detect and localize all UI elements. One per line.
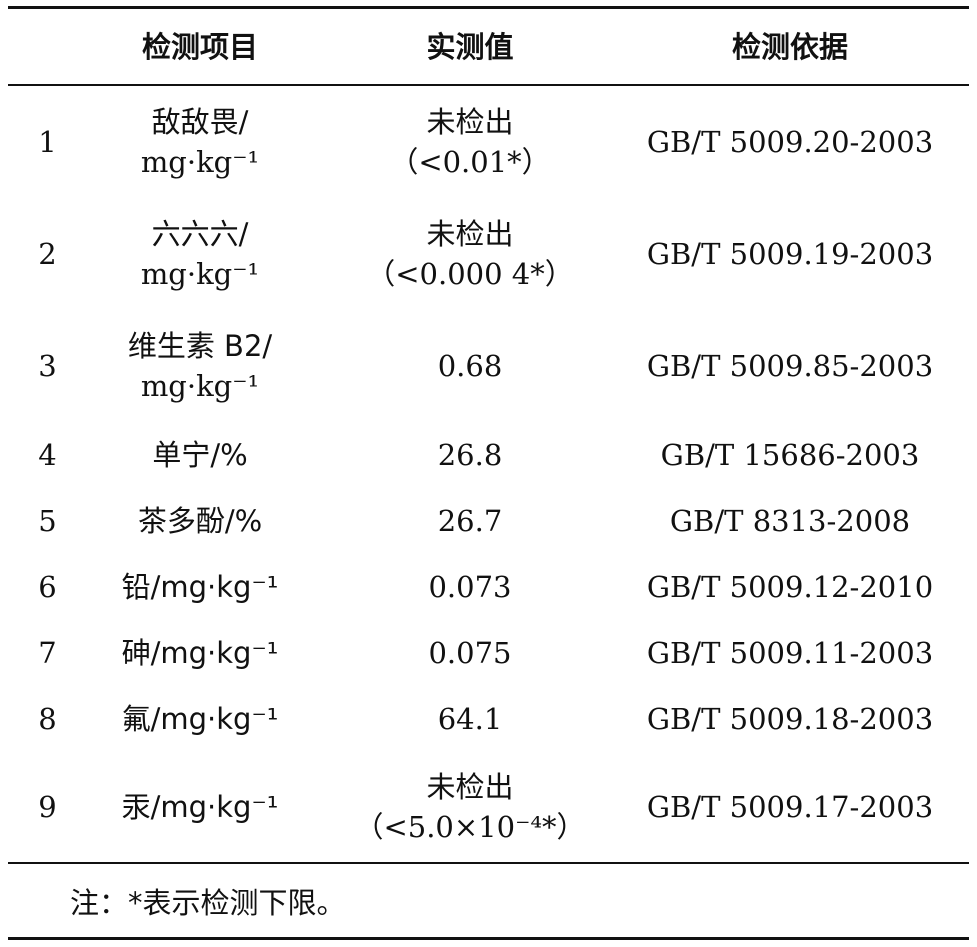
basis-cell: GB/T 5009.11-2003: [610, 620, 970, 686]
row-number: 7: [20, 620, 75, 686]
cell-line: 0.68: [437, 349, 503, 383]
cell-line: 1: [38, 125, 57, 159]
cell-line: 8: [38, 702, 57, 736]
cell-line: 4: [38, 438, 57, 472]
row-number: 8: [20, 686, 75, 752]
cell-line: 3: [38, 349, 57, 383]
cell-line: 2: [38, 237, 57, 271]
row-number: 5: [20, 488, 75, 554]
value-cell: 64.1: [340, 686, 600, 752]
value-cell: 未检出 （<0.000 4*）: [340, 198, 600, 310]
cell-line: 实测值: [426, 29, 514, 64]
cell-line: 未检出: [426, 770, 514, 804]
cell-line: mg·kg⁻¹: [140, 257, 260, 291]
item-cell: 敌敌畏/mg·kg⁻¹: [80, 86, 320, 198]
cell-line: 未检出: [426, 217, 514, 251]
cell-line: 5: [38, 504, 57, 538]
cell-line: 26.7: [437, 504, 503, 538]
cell-line: 检测项目: [141, 29, 258, 64]
top-rule: [8, 6, 969, 9]
row-number: 4: [20, 422, 75, 488]
basis-cell: GB/T 5009.18-2003: [610, 686, 970, 752]
cell-line: GB/T 5009.20-2003: [646, 125, 934, 159]
body-rule: [8, 862, 969, 864]
basis-cell: GB/T 15686-2003: [610, 422, 970, 488]
basis-cell: GB/T 5009.12-2010: [610, 554, 970, 620]
row-number: 9: [20, 752, 75, 862]
cell-line: GB/T 5009.17-2003: [646, 790, 934, 824]
value-cell: 0.68: [340, 310, 600, 422]
cell-line: 汞/mg·kg⁻¹: [121, 790, 279, 824]
item-cell: 砷/mg·kg⁻¹: [80, 620, 320, 686]
item-cell: 茶多酚/%: [80, 488, 320, 554]
cell-line: GB/T 5009.85-2003: [646, 349, 934, 383]
cell-line: 0.075: [428, 636, 512, 670]
row-number: 6: [20, 554, 75, 620]
item-cell: 铅/mg·kg⁻¹: [80, 554, 320, 620]
value-cell: 26.8: [340, 422, 600, 488]
cell-line: 64.1: [437, 702, 503, 736]
item-cell: 维生素 B2/mg·kg⁻¹: [80, 310, 320, 422]
basis-cell: GB/T 5009.20-2003: [610, 86, 970, 198]
item-cell: 氟/mg·kg⁻¹: [80, 686, 320, 752]
bottom-rule: [8, 937, 969, 940]
cell-line: 砷/mg·kg⁻¹: [121, 636, 279, 670]
cell-line: 茶多酚/%: [137, 504, 263, 538]
value-cell: 未检出 （<0.01*）: [340, 86, 600, 198]
header-rule: [8, 84, 969, 86]
basis-cell: GB/T 5009.19-2003: [610, 198, 970, 310]
row-number: 1: [20, 86, 75, 198]
row-number: 2: [20, 198, 75, 310]
cell-line: 敌敌畏/: [151, 105, 249, 139]
cell-line: 六六六/: [151, 217, 249, 251]
header-cell: 检测依据: [610, 9, 970, 84]
cell-line: 氟/mg·kg⁻¹: [121, 702, 279, 736]
table-note: 注：*表示检测下限。: [70, 886, 346, 920]
header-cell: 检测项目: [80, 9, 320, 84]
item-cell: 汞/mg·kg⁻¹: [80, 752, 320, 862]
cell-line: 6: [38, 570, 57, 604]
basis-cell: GB/T 5009.85-2003: [610, 310, 970, 422]
basis-cell: GB/T 8313-2008: [610, 488, 970, 554]
cell-line: （<5.0×10⁻⁴*）: [354, 810, 586, 844]
cell-line: GB/T 5009.19-2003: [646, 237, 934, 271]
basis-cell: GB/T 5009.17-2003: [610, 752, 970, 862]
cell-line: 26.8: [437, 438, 503, 472]
cell-line: 7: [38, 636, 57, 670]
cell-line: GB/T 15686-2003: [660, 438, 920, 472]
value-cell: 0.073: [340, 554, 600, 620]
cell-line: 检测依据: [731, 29, 848, 64]
cell-line: 未检出: [426, 105, 514, 139]
cell-line: mg·kg⁻¹: [140, 145, 260, 179]
cell-line: mg·kg⁻¹: [140, 369, 260, 403]
value-cell: 0.075: [340, 620, 600, 686]
cell-line: （<0.000 4*）: [366, 257, 574, 291]
cell-line: GB/T 5009.18-2003: [646, 702, 934, 736]
item-cell: 单宁/%: [80, 422, 320, 488]
cell-line: GB/T 5009.11-2003: [646, 636, 934, 670]
cell-line: 0.073: [428, 570, 512, 604]
value-cell: 未检出 （<5.0×10⁻⁴*）: [340, 752, 600, 862]
cell-line: 9: [38, 790, 57, 824]
header-cell: 实测值: [340, 9, 600, 84]
value-cell: 26.7: [340, 488, 600, 554]
cell-line: 维生素 B2/: [127, 329, 273, 363]
item-cell: 六六六/mg·kg⁻¹: [80, 198, 320, 310]
cell-line: （<0.01*）: [389, 145, 551, 179]
cell-line: GB/T 8313-2008: [669, 504, 911, 538]
cell-line: GB/T 5009.12-2010: [646, 570, 934, 604]
cell-line: 单宁/%: [152, 438, 248, 472]
cell-line: 铅/mg·kg⁻¹: [121, 570, 279, 604]
row-number: 3: [20, 310, 75, 422]
